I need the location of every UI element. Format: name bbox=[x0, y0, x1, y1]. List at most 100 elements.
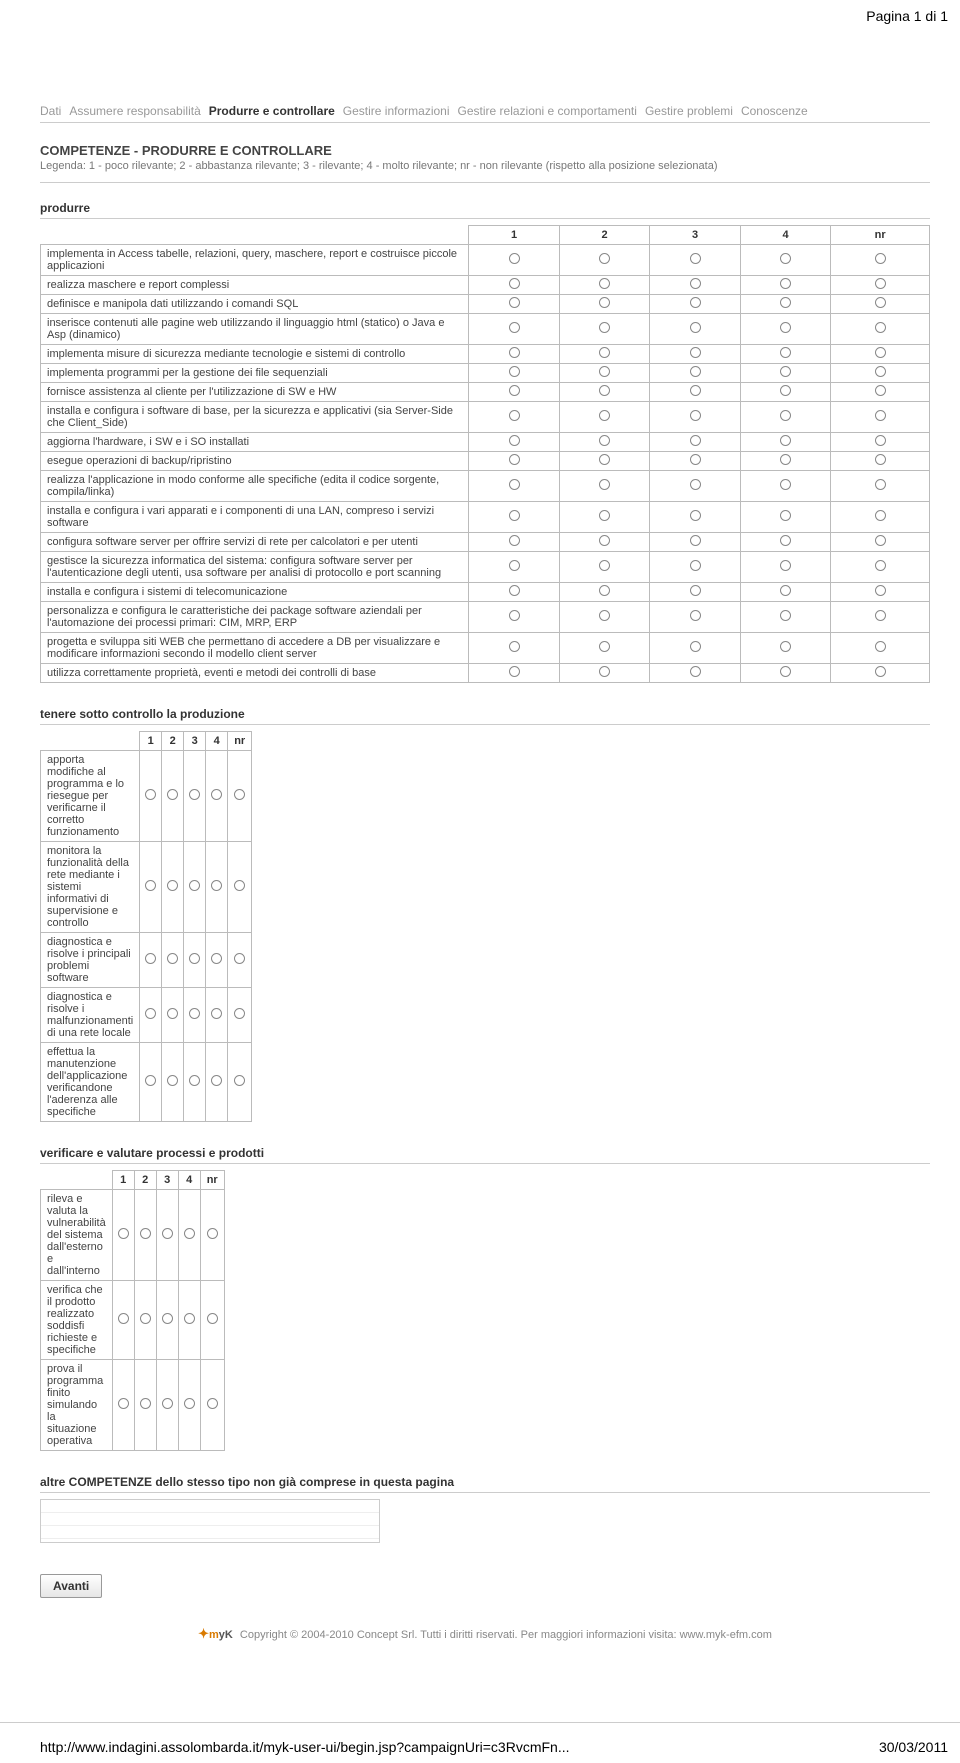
radio-icon[interactable] bbox=[875, 366, 886, 377]
radio-icon[interactable] bbox=[599, 297, 610, 308]
radio-cell[interactable] bbox=[469, 452, 560, 471]
radio-icon[interactable] bbox=[162, 1398, 173, 1409]
radio-icon[interactable] bbox=[690, 585, 701, 596]
radio-cell[interactable] bbox=[559, 452, 650, 471]
radio-icon[interactable] bbox=[690, 410, 701, 421]
radio-cell[interactable] bbox=[740, 345, 831, 364]
radio-icon[interactable] bbox=[875, 454, 886, 465]
radio-icon[interactable] bbox=[875, 347, 886, 358]
radio-icon[interactable] bbox=[780, 641, 791, 652]
radio-cell[interactable] bbox=[559, 633, 650, 664]
radio-cell[interactable] bbox=[831, 452, 930, 471]
radio-icon[interactable] bbox=[690, 610, 701, 621]
radio-icon[interactable] bbox=[780, 385, 791, 396]
radio-icon[interactable] bbox=[599, 253, 610, 264]
radio-cell[interactable] bbox=[469, 502, 560, 533]
radio-cell[interactable] bbox=[559, 471, 650, 502]
radio-icon[interactable] bbox=[118, 1398, 129, 1409]
radio-icon[interactable] bbox=[189, 1075, 200, 1086]
radio-icon[interactable] bbox=[599, 435, 610, 446]
radio-cell[interactable] bbox=[559, 602, 650, 633]
radio-icon[interactable] bbox=[167, 880, 178, 891]
radio-cell[interactable] bbox=[650, 245, 741, 276]
radio-cell[interactable] bbox=[206, 1043, 228, 1122]
radio-icon[interactable] bbox=[875, 610, 886, 621]
radio-cell[interactable] bbox=[140, 988, 162, 1043]
radio-icon[interactable] bbox=[875, 479, 886, 490]
radio-cell[interactable] bbox=[740, 502, 831, 533]
radio-icon[interactable] bbox=[875, 278, 886, 289]
radio-cell[interactable] bbox=[831, 295, 930, 314]
radio-cell[interactable] bbox=[228, 842, 252, 933]
radio-cell[interactable] bbox=[831, 245, 930, 276]
radio-cell[interactable] bbox=[650, 664, 741, 683]
next-button[interactable]: Avanti bbox=[40, 1574, 102, 1598]
radio-cell[interactable] bbox=[650, 583, 741, 602]
radio-icon[interactable] bbox=[780, 610, 791, 621]
radio-icon[interactable] bbox=[145, 789, 156, 800]
radio-icon[interactable] bbox=[599, 641, 610, 652]
radio-icon[interactable] bbox=[780, 585, 791, 596]
radio-cell[interactable] bbox=[162, 933, 184, 988]
radio-cell[interactable] bbox=[831, 583, 930, 602]
radio-cell[interactable] bbox=[469, 383, 560, 402]
radio-icon[interactable] bbox=[780, 278, 791, 289]
radio-icon[interactable] bbox=[875, 641, 886, 652]
radio-cell[interactable] bbox=[206, 842, 228, 933]
radio-cell[interactable] bbox=[184, 988, 206, 1043]
radio-cell[interactable] bbox=[140, 842, 162, 933]
radio-cell[interactable] bbox=[650, 383, 741, 402]
radio-cell[interactable] bbox=[162, 751, 184, 842]
radio-cell[interactable] bbox=[228, 933, 252, 988]
radio-cell[interactable] bbox=[162, 1043, 184, 1122]
radio-cell[interactable] bbox=[112, 1360, 134, 1451]
radio-cell[interactable] bbox=[650, 533, 741, 552]
radio-cell[interactable] bbox=[469, 276, 560, 295]
radio-cell[interactable] bbox=[156, 1190, 178, 1281]
radio-icon[interactable] bbox=[234, 789, 245, 800]
radio-icon[interactable] bbox=[145, 953, 156, 964]
radio-icon[interactable] bbox=[780, 666, 791, 677]
radio-cell[interactable] bbox=[740, 552, 831, 583]
radio-cell[interactable] bbox=[469, 633, 560, 664]
radio-icon[interactable] bbox=[690, 641, 701, 652]
radio-cell[interactable] bbox=[228, 988, 252, 1043]
radio-icon[interactable] bbox=[599, 560, 610, 571]
radio-cell[interactable] bbox=[831, 471, 930, 502]
radio-icon[interactable] bbox=[509, 666, 520, 677]
radio-cell[interactable] bbox=[559, 383, 650, 402]
radio-icon[interactable] bbox=[690, 535, 701, 546]
radio-icon[interactable] bbox=[690, 666, 701, 677]
radio-cell[interactable] bbox=[200, 1360, 224, 1451]
radio-icon[interactable] bbox=[599, 666, 610, 677]
radio-icon[interactable] bbox=[780, 560, 791, 571]
radio-icon[interactable] bbox=[509, 347, 520, 358]
radio-cell[interactable] bbox=[184, 1043, 206, 1122]
radio-cell[interactable] bbox=[469, 552, 560, 583]
radio-icon[interactable] bbox=[509, 322, 520, 333]
radio-icon[interactable] bbox=[875, 585, 886, 596]
radio-icon[interactable] bbox=[875, 560, 886, 571]
radio-cell[interactable] bbox=[740, 533, 831, 552]
radio-icon[interactable] bbox=[189, 953, 200, 964]
radio-cell[interactable] bbox=[740, 364, 831, 383]
radio-icon[interactable] bbox=[780, 479, 791, 490]
radio-icon[interactable] bbox=[875, 510, 886, 521]
radio-icon[interactable] bbox=[599, 322, 610, 333]
radio-icon[interactable] bbox=[211, 953, 222, 964]
radio-icon[interactable] bbox=[875, 253, 886, 264]
radio-icon[interactable] bbox=[167, 1008, 178, 1019]
radio-icon[interactable] bbox=[875, 666, 886, 677]
radio-cell[interactable] bbox=[134, 1190, 156, 1281]
nav-item[interactable]: Gestire informazioni bbox=[343, 104, 450, 118]
radio-icon[interactable] bbox=[509, 278, 520, 289]
radio-cell[interactable] bbox=[650, 452, 741, 471]
radio-cell[interactable] bbox=[831, 276, 930, 295]
radio-icon[interactable] bbox=[167, 789, 178, 800]
radio-icon[interactable] bbox=[780, 297, 791, 308]
radio-icon[interactable] bbox=[145, 1075, 156, 1086]
radio-cell[interactable] bbox=[469, 433, 560, 452]
radio-icon[interactable] bbox=[184, 1313, 195, 1324]
radio-icon[interactable] bbox=[875, 322, 886, 333]
radio-icon[interactable] bbox=[145, 1008, 156, 1019]
